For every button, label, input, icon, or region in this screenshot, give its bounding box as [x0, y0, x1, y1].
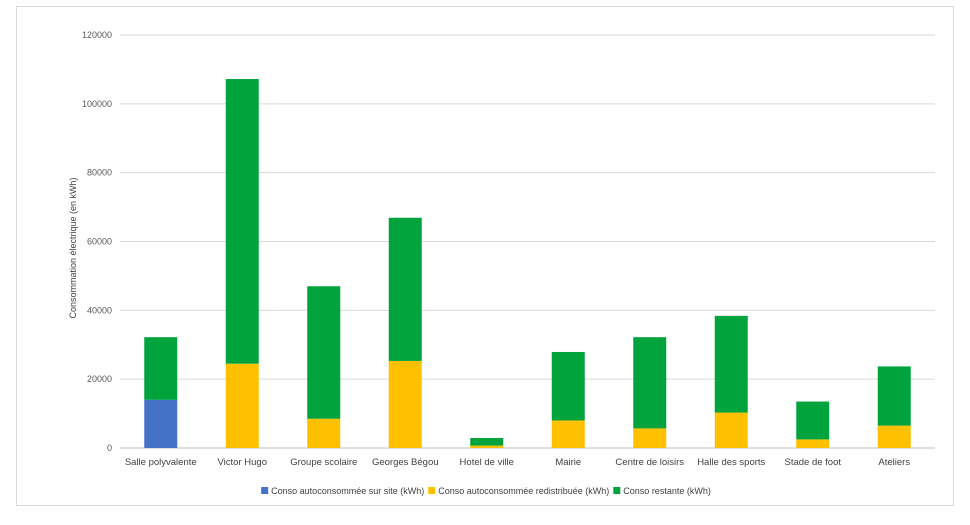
y-tick-label: 40000: [87, 305, 112, 315]
bar-segment: [470, 445, 504, 448]
y-axis-ticks: 0 20000 40000 60000 80000 100000 120000: [82, 30, 112, 453]
legend-swatch: [613, 487, 621, 494]
bar-segment: [470, 438, 504, 446]
x-category-label: Mairie: [555, 457, 581, 468]
x-axis-categories: Salle polyvalente Victor Hugo Groupe scola…: [125, 457, 910, 468]
bar-segment: [551, 420, 585, 448]
legend-swatch: [261, 487, 269, 494]
bar-segment: [551, 351, 585, 421]
y-axis-label: Consommation électrique (en kWh): [68, 177, 78, 318]
bar-segment: [714, 412, 748, 448]
y-tick-label: 120000: [82, 30, 112, 40]
bar-segment: [307, 418, 341, 448]
x-category-label: Centre de loisirs: [615, 457, 684, 468]
x-category-label: Ateliers: [878, 457, 910, 468]
x-category-label: Georges Bégou: [372, 457, 439, 468]
y-tick-label: 80000: [87, 168, 112, 178]
legend-label: Conso restante (kWh): [623, 486, 711, 496]
legend: Conso autoconsommée sur site (kWh) Conso …: [261, 486, 711, 496]
y-tick-label: 100000: [82, 99, 112, 109]
bar-segment: [388, 217, 422, 361]
bar-segment: [633, 428, 667, 448]
bar-segment: [388, 360, 422, 448]
x-category-label: Victor Hugo: [218, 457, 267, 468]
x-category-label: Halle des sports: [697, 457, 765, 468]
y-tick-label: 20000: [87, 374, 112, 384]
bar-segment: [144, 337, 178, 400]
legend-label: Conso autoconsommée redistribuée (kWh): [438, 486, 609, 496]
bar-segment: [877, 366, 911, 426]
bar-segment: [796, 401, 830, 440]
bar-segment: [877, 425, 911, 448]
stacked-bar-chart: 0 20000 40000 60000 80000 100000 120000 Salle …: [68, 30, 935, 496]
x-category-label: Groupe scolaire: [290, 457, 357, 468]
bar-segment: [144, 399, 178, 448]
y-tick-label: 60000: [87, 237, 112, 247]
bars: [144, 79, 911, 448]
x-category-label: Salle polyvalente: [125, 457, 197, 468]
bar-segment: [307, 286, 341, 419]
legend-swatch: [428, 487, 436, 494]
bar-segment: [225, 363, 259, 448]
y-tick-label: 0: [107, 443, 112, 453]
chart-frame: 0 20000 40000 60000 80000 100000 120000 Salle …: [16, 6, 954, 506]
x-category-label: Hotel de ville: [460, 457, 514, 468]
bar-segment: [796, 439, 830, 448]
bar-segment: [225, 79, 259, 364]
bar-segment: [633, 337, 667, 429]
x-category-label: Stade de foot: [784, 457, 841, 468]
legend-label: Conso autoconsommée sur site (kWh): [271, 486, 424, 496]
bar-segment: [714, 315, 748, 413]
